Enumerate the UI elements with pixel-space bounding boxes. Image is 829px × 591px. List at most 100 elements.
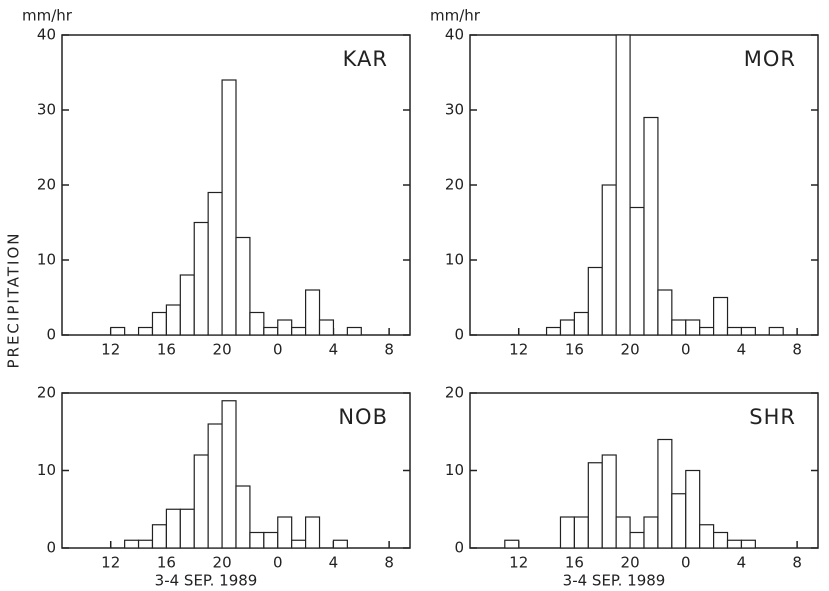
bar [193,221,209,336]
y-unit: mm/hr [430,7,481,25]
bar [726,326,743,336]
x-tick-label: 12 [101,341,120,359]
bar [671,319,687,336]
bar [249,311,265,336]
y-tick-label: 0 [454,326,464,344]
y-tick-label: 20 [37,384,56,402]
x-tick-label: 0 [681,341,691,359]
bar [291,539,307,549]
bar [573,311,589,336]
bar [671,493,687,549]
bar [346,326,362,336]
bar [643,516,659,549]
bar [629,531,645,549]
bar [559,516,575,549]
bar [504,539,520,549]
bar [643,116,659,336]
bar [277,319,293,336]
bar [305,289,321,336]
x-tick-label: 20 [621,341,640,359]
y-tick-label: 10 [37,461,56,479]
bar [110,326,126,336]
bar [318,319,335,336]
bar [657,289,673,336]
station-label: KAR [343,47,388,71]
y-tick-label: 10 [445,251,464,269]
bar [559,319,575,336]
bar [332,539,348,549]
bar [277,516,293,549]
bar [137,539,154,549]
bar [137,326,154,336]
bar [601,454,617,549]
x-tick-label: 8 [792,341,802,359]
bar [699,524,715,549]
bar [179,508,195,549]
bar [712,296,729,336]
x-tick-label: 0 [273,554,283,572]
x-axis-label: 3-4 SEP. 1989 [155,572,258,590]
bar [726,539,743,549]
bar [740,326,756,336]
y-tick-label: 0 [46,326,56,344]
bar [615,516,631,549]
y-tick-label: 30 [37,101,56,119]
bar [587,266,603,336]
bar [629,206,645,336]
y-tick-label: 0 [454,539,464,557]
station-label: MOR [744,47,796,71]
y-unit: mm/hr [22,7,73,25]
x-tick-label: 8 [792,554,802,572]
bar [615,34,631,336]
station-label: SHR [749,405,796,429]
x-tick-label: 20 [213,341,232,359]
x-tick-label: 20 [213,554,232,572]
bar [657,438,673,549]
x-tick-label: 12 [509,554,528,572]
bar [291,326,307,336]
bar [587,462,603,549]
y-axis-label: PRECIPITATION [5,231,23,368]
x-tick-label: 12 [509,341,528,359]
x-tick-label: 8 [384,554,394,572]
bar [221,79,237,336]
bar [193,454,209,549]
bar [263,531,279,549]
bar [151,524,167,549]
x-tick-label: 4 [737,341,747,359]
bar [249,531,265,549]
bar [305,516,321,549]
bar [545,326,562,336]
x-tick-label: 16 [157,341,176,359]
y-tick-label: 0 [46,539,56,557]
bar [740,539,756,549]
y-tick-label: 40 [37,26,56,44]
x-tick-label: 0 [273,341,283,359]
x-tick-label: 16 [565,341,584,359]
bar [165,304,181,336]
x-tick-label: 0 [681,554,691,572]
x-tick-label: 4 [329,341,339,359]
y-tick-label: 40 [445,26,464,44]
bar [699,326,715,336]
bar [263,326,279,336]
y-tick-label: 20 [445,384,464,402]
x-tick-label: 16 [157,554,176,572]
x-tick-label: 16 [565,554,584,572]
bar [165,508,181,549]
x-tick-label: 4 [737,554,747,572]
x-tick-label: 12 [101,554,120,572]
bar [221,400,237,549]
bar [685,469,701,549]
bar [151,311,167,336]
x-tick-label: 20 [621,554,640,572]
bar [207,423,223,549]
y-tick-label: 20 [37,176,56,194]
bar [124,539,140,549]
bar [179,274,195,336]
bar [601,184,617,336]
bar [712,531,729,549]
x-axis-label: 3-4 SEP. 1989 [563,572,666,590]
bar [685,319,701,336]
